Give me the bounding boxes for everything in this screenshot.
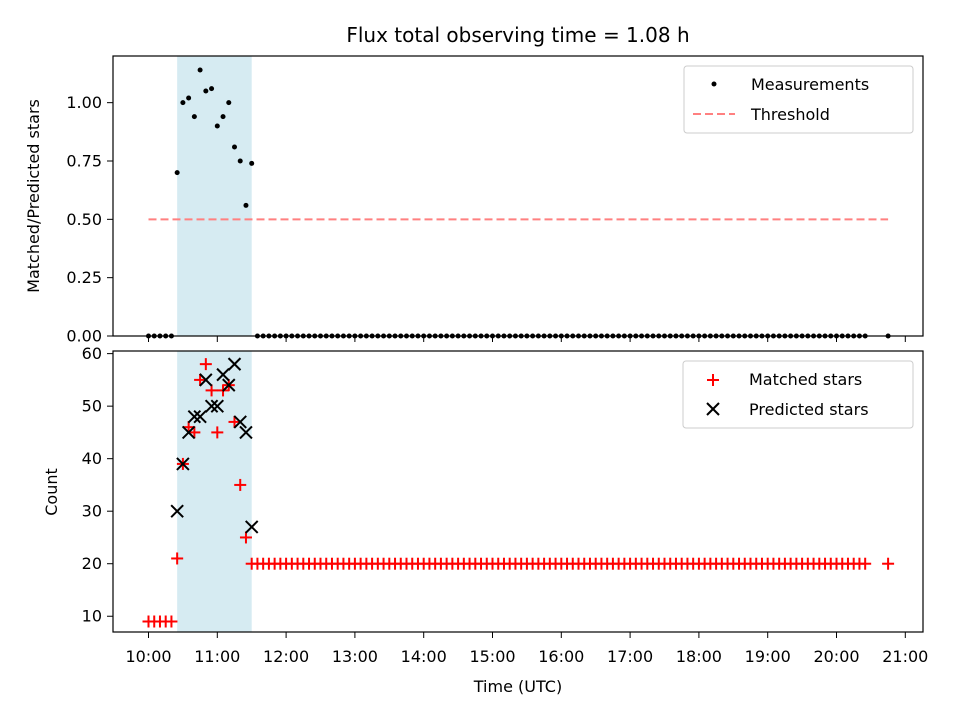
x-tick-label: 18:00 — [676, 647, 722, 666]
chart-title: Flux total observing time = 1.08 h — [346, 23, 689, 47]
legend-matched-label: Matched stars — [749, 370, 862, 389]
bottom-x-ticks: 10:00 11:00 12:00 13:00 14:00 15:00 16:00 17:00… — [125, 632, 928, 666]
bottom-plot-marks — [142, 357, 895, 628]
y-tick-label: 40 — [82, 449, 102, 468]
measurement-point — [249, 160, 255, 166]
x-tick-label: 11:00 — [194, 647, 240, 666]
y-tick-label: 1.00 — [66, 93, 102, 112]
matched-star-marker — [859, 557, 872, 570]
legend-measurements-marker — [711, 81, 717, 87]
y-tick-label: 0.75 — [66, 152, 102, 171]
measurement-point — [191, 114, 197, 120]
top-y-axis-label: Matched/Predicted stars — [24, 99, 43, 293]
predicted-star-marker — [187, 409, 202, 424]
x-tick-label: 12:00 — [263, 647, 309, 666]
top-panel: 0.00 0.25 0.50 0.75 1.00 Matched/Predicted s… — [24, 55, 924, 346]
bottom-legend-box — [682, 360, 914, 429]
top-shaded-region — [177, 56, 252, 336]
legend-measurements-label: Measurements — [751, 75, 869, 94]
predicted-star-marker — [181, 425, 196, 440]
x-axis-label: Time (UTC) — [473, 677, 562, 696]
measurement-point — [180, 100, 186, 106]
predicted-star-marker — [244, 520, 259, 534]
y-tick-label: 0.25 — [66, 268, 102, 287]
predicted-star-marker — [204, 399, 219, 413]
predicted-star-marker — [216, 367, 230, 382]
x-tick-label: 10:00 — [125, 647, 171, 666]
predicted-star-marker — [210, 399, 225, 413]
measurement-point — [226, 100, 232, 106]
matched-star-marker — [171, 552, 184, 565]
bottom-panel: 10 20 30 40 50 60 10:00 11:00 12:00 13:00 14:00 15… — [42, 344, 928, 696]
y-tick-label: 60 — [82, 344, 102, 363]
y-tick-label: 0.00 — [66, 327, 102, 346]
matched-star-marker — [205, 384, 218, 397]
x-tick-label: 13:00 — [332, 647, 378, 666]
bottom-y-axis-label: Count — [42, 468, 61, 516]
measurement-point — [174, 170, 180, 176]
top-y-ticks: 0.00 0.25 0.50 0.75 1.00 — [66, 93, 113, 346]
measurement-point — [243, 202, 249, 208]
y-tick-label: 50 — [82, 397, 102, 416]
measurement-point — [186, 95, 192, 101]
bottom-shaded-region — [177, 351, 252, 632]
matched-star-marker — [228, 415, 241, 428]
predicted-star-marker — [199, 373, 213, 387]
measurement-point — [220, 114, 226, 120]
predicted-star-marker — [176, 457, 190, 471]
x-tick-label: 19:00 — [745, 647, 791, 666]
legend-matched-marker — [707, 374, 719, 386]
predicted-star-marker — [222, 378, 236, 392]
measurement-point — [214, 123, 220, 129]
matched-star-marker — [199, 358, 212, 371]
predicted-star-marker — [170, 504, 184, 518]
y-tick-label: 0.50 — [66, 210, 102, 229]
predicted-star-marker — [239, 425, 253, 440]
legend-predicted-label: Predicted stars — [749, 400, 869, 419]
matched-star-marker — [239, 531, 252, 544]
measurement-point — [232, 144, 237, 150]
top-x-ticks — [148, 336, 906, 342]
y-tick-label: 20 — [82, 554, 102, 573]
measurement-point — [209, 86, 215, 92]
y-tick-label: 10 — [82, 607, 102, 626]
predicted-star-marker — [233, 415, 247, 429]
legend-predicted-marker — [706, 402, 720, 416]
matched-star-marker — [234, 478, 247, 491]
x-tick-label: 15:00 — [469, 647, 515, 666]
x-tick-label: 17:00 — [607, 647, 653, 666]
matched-star-marker — [882, 557, 895, 570]
x-tick-label: 21:00 — [882, 647, 928, 666]
top-axes-frame — [112, 55, 924, 337]
matched-star-marker — [194, 373, 207, 386]
measurement-point — [237, 158, 243, 164]
top-legend-box — [683, 65, 914, 134]
x-tick-label: 14:00 — [401, 647, 447, 666]
x-tick-label: 16:00 — [538, 647, 584, 666]
x-tick-label: 20:00 — [813, 647, 859, 666]
measurement-point — [197, 67, 203, 73]
matched-star-marker — [165, 615, 178, 628]
matched-star-marker — [188, 426, 201, 439]
bottom-legend: Matched stars Predicted stars — [682, 360, 914, 429]
predicted-star-marker — [227, 357, 242, 371]
top-legend: Measurements Threshold — [683, 65, 914, 134]
bottom-y-ticks: 10 20 30 40 50 60 — [82, 344, 113, 626]
predicted-star-marker — [193, 409, 207, 424]
measurement-point — [203, 88, 209, 94]
bottom-axes-frame — [112, 350, 924, 633]
y-tick-label: 30 — [82, 502, 102, 521]
legend-threshold-label: Threshold — [750, 105, 830, 124]
matched-star-marker — [211, 426, 224, 439]
